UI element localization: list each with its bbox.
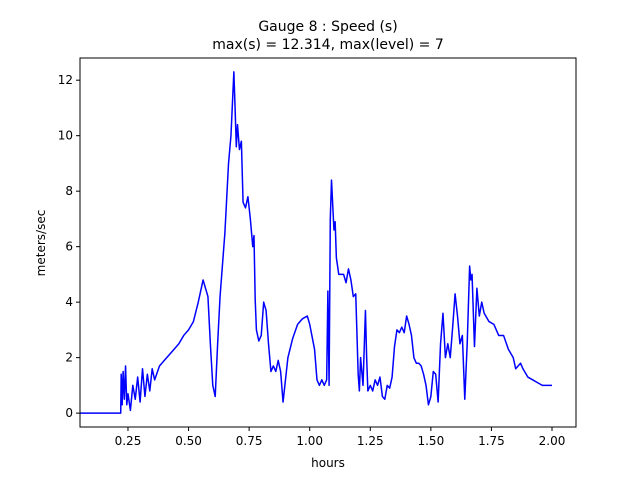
plot-frame [79, 57, 577, 428]
y-axis-label: meters/sec [34, 210, 48, 277]
y-tick-label: 8 [65, 184, 73, 198]
x-tick-label: 1.00 [296, 434, 323, 448]
x-tick-label: 1.25 [357, 434, 384, 448]
y-tick-label: 2 [65, 351, 73, 365]
x-tick-label: 1.50 [417, 434, 444, 448]
data-line [80, 71, 553, 414]
y-tick-label: 4 [65, 295, 73, 309]
x-axis-label: hours [311, 456, 345, 470]
y-tick-label: 6 [65, 240, 73, 254]
x-tick-label: 0.50 [175, 434, 202, 448]
chart-title: Gauge 8 : Speed (s) [258, 19, 397, 35]
x-tick-label: 0.25 [115, 434, 142, 448]
x-tick-label: 0.75 [236, 434, 263, 448]
y-tick-label: 0 [65, 406, 73, 420]
x-tick-label: 1.75 [478, 434, 505, 448]
x-tick-label: 2.00 [539, 434, 566, 448]
chart-subtitle: max(s) = 12.314, max(level) = 7 [212, 37, 444, 53]
y-tick-label: 10 [58, 129, 73, 143]
y-tick-label: 12 [58, 73, 73, 87]
